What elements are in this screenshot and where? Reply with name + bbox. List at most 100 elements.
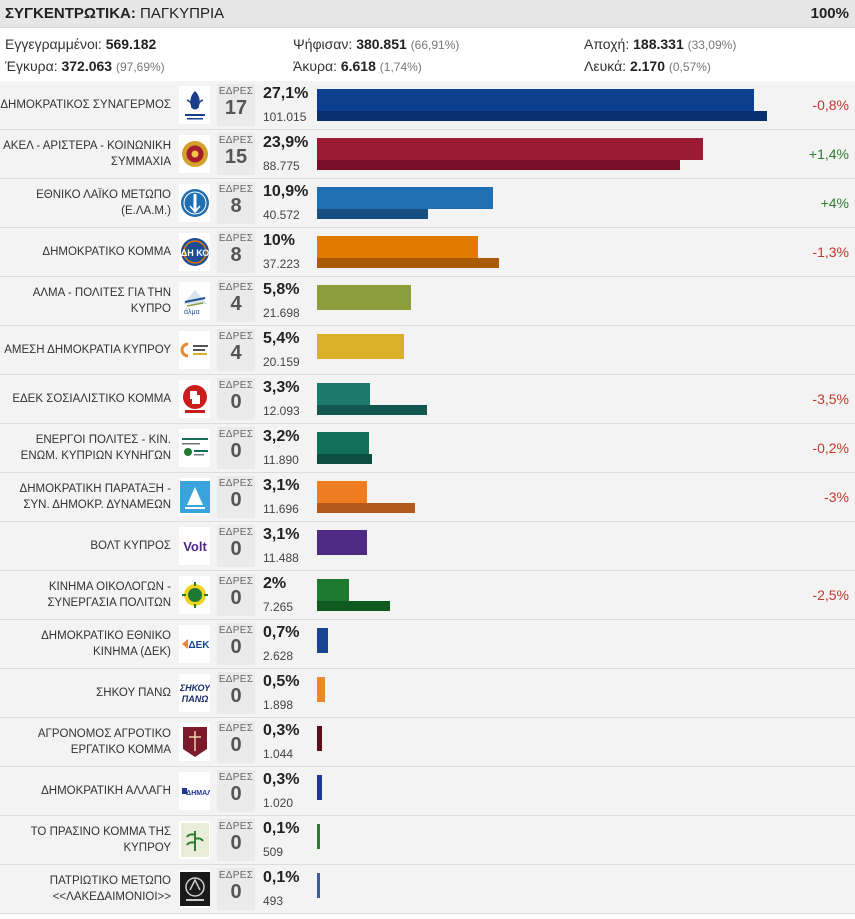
- vote-count: 20.159: [263, 355, 300, 369]
- party-row: ΕΝΕΡΓΟΙ ΠΟΛΙΤΕΣ - ΚΙΝ. ΕΝΩΜ. ΚΥΠΡΙΩΝ ΚΥΝ…: [0, 424, 855, 473]
- vote-percentage: 23,9%: [263, 134, 309, 151]
- current-result-bar: [317, 628, 328, 653]
- change-value: -3,5%: [812, 391, 849, 407]
- svg-text:ΣΗΚΟΥ: ΣΗΚΟΥ: [180, 683, 210, 693]
- bar-area: [317, 775, 787, 809]
- seats-label: ΕΔΡΕΣ: [218, 576, 254, 587]
- invalid-stat: Άκυρα: 6.618 (1,74%): [293, 58, 422, 74]
- seats-box: ΕΔΡΕΣ 0: [217, 721, 255, 763]
- seats-count: 4: [230, 293, 242, 315]
- party-row: ΠΑΤΡΙΩΤΙΚΟ ΜΕΤΩΠΟ <<ΛΑΚΕΔΑΙΜΟΝΙΟΙ>> ΕΔΡΕΣ…: [0, 865, 855, 914]
- vote-percentage: 0,1%: [263, 869, 300, 886]
- bar-area: [317, 481, 787, 515]
- vote-count: 88.775: [263, 159, 300, 173]
- svg-text:άλμα: άλμα: [184, 308, 200, 316]
- edek-logo-icon: [179, 380, 210, 418]
- party-name: ΑΜΕΣΗ ΔΗΜΟΚΡΑΤΙΑ ΚΥΠΡΟΥ: [4, 344, 171, 356]
- vote-percentage: 3,1%: [263, 526, 300, 543]
- current-result-bar: [317, 726, 322, 751]
- seats-count: 0: [230, 587, 242, 609]
- seats-count: 0: [230, 881, 242, 903]
- vote-percentage: 0,3%: [263, 771, 300, 788]
- blank-value: 2.170: [629, 58, 665, 74]
- bar-area: [317, 873, 787, 907]
- party-row: ΔΗΜΟΚΡΑΤΙΚΟΣ ΣΥΝΑΓΕΡΜΟΣ ΕΔΡΕΣ 17 27,1% 101.0…: [0, 81, 855, 130]
- current-result-bar: [317, 579, 349, 601]
- invalid-value: 6.618: [340, 58, 376, 74]
- seats-box: ΕΔΡΕΣ 0: [217, 427, 255, 469]
- vote-count: 493: [263, 894, 284, 908]
- bar-area: [317, 236, 787, 270]
- seats-label: ΕΔΡΕΣ: [218, 478, 254, 489]
- valid-value: 372.063: [61, 58, 113, 74]
- seats-count: 0: [230, 832, 242, 854]
- seats-label: ΕΔΡΕΣ: [218, 772, 254, 783]
- party-row: ΤΟ ΠΡΑΣΙΝΟ ΚΟΜΜΑ ΤΗΣ ΚΥΠΡΟΥ ΕΔΡΕΣ 0 0,1% 509: [0, 816, 855, 865]
- invalid-label: Άκυρα:: [293, 58, 337, 74]
- seats-box: ΕΔΡΕΣ 4: [217, 329, 255, 371]
- seats-box: ΕΔΡΕΣ 0: [217, 868, 255, 910]
- voted-value: 380.851: [356, 36, 407, 52]
- change-value: +4%: [820, 195, 849, 211]
- sikou-pano-logo-icon: ΣΗΚΟΥ ΠΑΝΩ: [179, 674, 210, 712]
- current-result-bar: [317, 677, 325, 702]
- seats-count: 0: [230, 489, 242, 511]
- current-result-bar: [317, 481, 367, 503]
- seats-count: 15: [224, 146, 248, 168]
- svg-text:ΔΕΚ: ΔΕΚ: [188, 640, 210, 651]
- bar-area: [317, 383, 787, 417]
- seats-count: 0: [230, 734, 242, 756]
- party-name: ΑΛΜΑ - ΠΟΛΙΤΕΣ ΓΙΑ ΤΗΝ ΚΥΠΡΟ: [32, 287, 171, 315]
- vote-percentage: 27,1%: [263, 85, 309, 102]
- party-name: ΑΚΕΛ - ΑΡΙΣΤΕΡΑ - ΚΟΙΝΩΝΙΚΗ ΣΥΜΜΑΧΙΑ: [3, 140, 171, 168]
- party-name: ΣΗΚΟΥ ΠΑΝΩ: [96, 687, 171, 699]
- party-name: ΚΙΝΗΜΑ ΟΙΚΟΛΟΓΩΝ - ΣΥΝΕΡΓΑΣΙΑ ΠΟΛΙΤΩΝ: [47, 581, 171, 609]
- current-result-bar: [317, 236, 478, 258]
- previous-result-bar: [317, 111, 767, 121]
- party-row: ΒΟΛΤ ΚΥΠΡΟΣ Volt ΕΔΡΕΣ 0 3,1% 11.488: [0, 522, 855, 571]
- party-row: ΕΘΝΙΚΟ ΛΑΪΚΟ ΜΕΤΩΠΟ (Ε.ΛΑ.Μ.) ΕΔΡΕΣ 8 10,9%…: [0, 179, 855, 228]
- party-name: ΒΟΛΤ ΚΥΠΡΟΣ: [90, 540, 171, 552]
- vote-percentage: 3,1%: [263, 477, 300, 494]
- dimal-logo-icon: ΔΗΜΑΛ: [179, 772, 210, 810]
- volt-logo-icon: Volt: [179, 527, 210, 565]
- registered-value: 569.182: [105, 36, 157, 52]
- bar-area: [317, 530, 787, 564]
- bar-area: [317, 89, 787, 123]
- change-value: -0,8%: [812, 97, 849, 113]
- seats-label: ΕΔΡΕΣ: [218, 527, 254, 538]
- dek-logo-icon: ΔΕΚ: [179, 625, 210, 663]
- current-result-bar: [317, 775, 322, 800]
- svg-text:ΠΑΝΩ: ΠΑΝΩ: [181, 694, 208, 704]
- party-row: ΑΚΕΛ - ΑΡΙΣΤΕΡΑ - ΚΟΙΝΩΝΙΚΗ ΣΥΜΜΑΧΙΑ ΕΔΡΕ…: [0, 130, 855, 179]
- vote-count: 21.698: [263, 306, 300, 320]
- vote-count: 1.898: [263, 698, 294, 712]
- abstain-label: Αποχή:: [584, 36, 630, 52]
- seats-box: ΕΔΡΕΣ 4: [217, 280, 255, 322]
- seats-label: ΕΔΡΕΣ: [218, 870, 254, 881]
- change-value: -0,2%: [812, 440, 849, 456]
- seats-label: ΕΔΡΕΣ: [218, 282, 254, 293]
- svg-text:Volt: Volt: [183, 539, 207, 554]
- bar-area: [317, 334, 787, 368]
- dipa-logo-icon: [179, 478, 210, 516]
- bar-area: [317, 187, 787, 221]
- svg-text:ΔΗΜΑΛ: ΔΗΜΑΛ: [186, 790, 210, 797]
- registered-stat: Εγγεγραμμένοι: 569.182: [5, 36, 156, 52]
- header-bar: ΣΥΓΚΕΝΤΡΩΤΙΚΑ: ΠΑΓΚΥΠΡΙΑ 100%: [0, 0, 855, 28]
- vote-percentage: 10%: [263, 232, 296, 249]
- seats-count: 0: [230, 636, 242, 658]
- previous-result-bar: [317, 258, 499, 268]
- vote-count: 2.628: [263, 649, 294, 663]
- party-row: ΕΔΕΚ ΣΟΣΙΑΛΙΣΤΙΚΟ ΚΟΜΜΑ ΕΔΡΕΣ 0 3,3% 12.093 -…: [0, 375, 855, 424]
- title-label: ΣΥΓΚΕΝΤΡΩΤΙΚΑ:: [5, 5, 136, 22]
- previous-result-bar: [317, 601, 390, 611]
- akel-logo-icon: [179, 135, 210, 173]
- seats-box: ΕΔΡΕΣ 0: [217, 476, 255, 518]
- current-result-bar: [317, 873, 320, 898]
- ecologists-logo-icon: [179, 576, 210, 614]
- vote-percentage: 0,7%: [263, 624, 300, 641]
- seats-label: ΕΔΡΕΣ: [218, 723, 254, 734]
- seats-count: 8: [230, 244, 242, 266]
- seats-box: ΕΔΡΕΣ 0: [217, 623, 255, 665]
